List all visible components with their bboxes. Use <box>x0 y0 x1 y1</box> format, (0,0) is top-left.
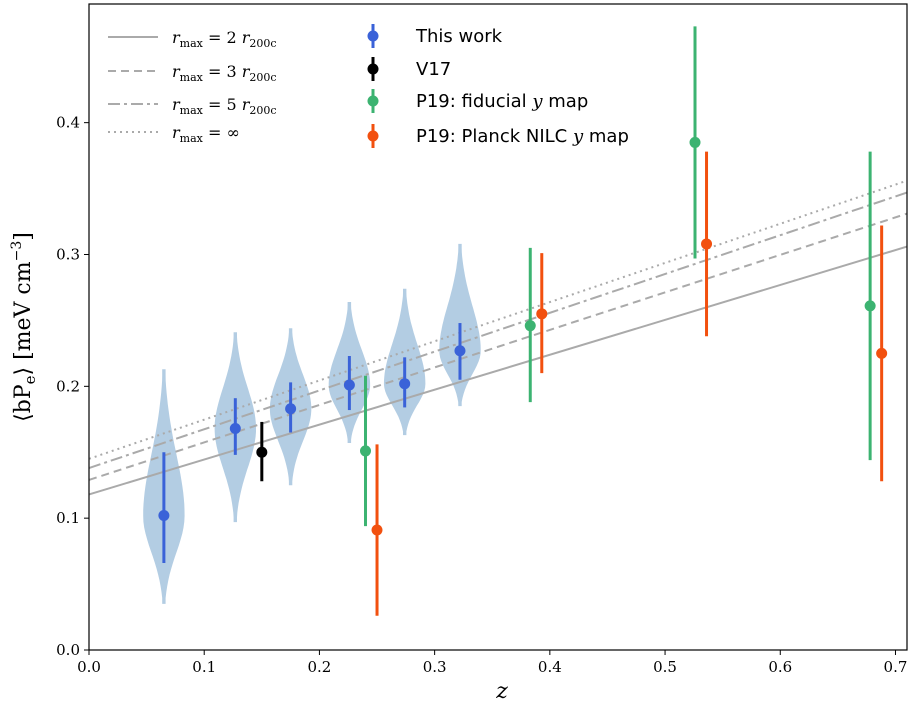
y-tick-label-1: 0.1 <box>56 509 80 527</box>
data-point-s1-1 <box>158 510 170 522</box>
data-point-s2-1 <box>256 446 268 458</box>
y-axis: 0.0 0.1 0.2 0.3 0.4 <box>56 114 89 659</box>
legend-marker-3 <box>367 95 379 107</box>
x-tick-label-6: 0.6 <box>768 658 792 676</box>
legend-label-2: rmax = 3 r200c <box>172 62 277 84</box>
model-line-4 <box>88 179 908 460</box>
data-point-s3-2 <box>524 320 536 332</box>
x-tick-label-7: 0.7 <box>884 658 908 676</box>
data-point-s3-3 <box>689 136 701 148</box>
data-point-s3-1 <box>360 445 372 457</box>
legend-series-label-2: V17 <box>416 59 451 80</box>
data-point-s4-3 <box>701 238 713 250</box>
model-lines-layer <box>88 179 908 496</box>
model-line-1 <box>88 245 908 496</box>
y-tick-label-3: 0.3 <box>56 245 80 263</box>
model-line-2 <box>88 212 908 481</box>
x-tick-label-2: 0.2 <box>307 658 331 676</box>
errorbar-layer <box>158 26 888 616</box>
x-tick-label-3: 0.3 <box>423 658 447 676</box>
legend-marker-4 <box>367 130 379 142</box>
data-point-s4-2 <box>536 308 548 320</box>
y-tick-label-4: 0.4 <box>56 114 80 132</box>
x-tick-label-1: 0.1 <box>192 658 216 676</box>
x-tick-label-5: 0.5 <box>653 658 677 676</box>
data-point-s1-2 <box>229 423 241 435</box>
legend-series-label-3: P19: fiducial y map <box>416 91 588 112</box>
data-point-s1-6 <box>454 345 466 357</box>
legend-label-3: rmax = 5 r200c <box>172 95 277 117</box>
y-tick-label-2: 0.2 <box>56 377 80 395</box>
legend: rmax = 2 r200c rmax = 3 r200c rmax = 5 r20… <box>108 24 629 148</box>
y-tick-label-0: 0.0 <box>56 641 80 659</box>
legend-series-label-1: This work <box>415 26 503 47</box>
model-line-3 <box>88 191 908 470</box>
legend-label-4: rmax = ∞ <box>172 123 240 145</box>
legend-series-label-4: P19: Planck NILC y map <box>416 126 629 147</box>
data-point-s4-4 <box>876 347 888 359</box>
x-axis: 0.0 0.1 0.2 0.3 0.4 0.5 0.6 0.7 <box>77 650 907 676</box>
data-point-s1-4 <box>343 379 355 391</box>
data-point-s1-5 <box>399 378 411 390</box>
x-axis-label: z <box>495 679 508 704</box>
legend-marker-2 <box>367 63 379 75</box>
data-point-s4-1 <box>371 524 383 536</box>
y-axis-label: ⟨bPe⟩ [meV cm−3] <box>9 232 39 422</box>
legend-label-1: rmax = 2 r200c <box>172 28 277 50</box>
legend-marker-1 <box>367 30 379 42</box>
svg-text:⟨bPe⟩ [meV cm−3]: ⟨bPe⟩ [meV cm−3] <box>9 232 39 422</box>
violin-layer <box>143 243 481 604</box>
x-tick-label-4: 0.4 <box>538 658 562 676</box>
plot-frame <box>88 3 908 651</box>
data-point-s3-4 <box>864 300 876 312</box>
x-tick-label-0: 0.0 <box>77 658 101 676</box>
data-point-s1-3 <box>285 403 297 415</box>
